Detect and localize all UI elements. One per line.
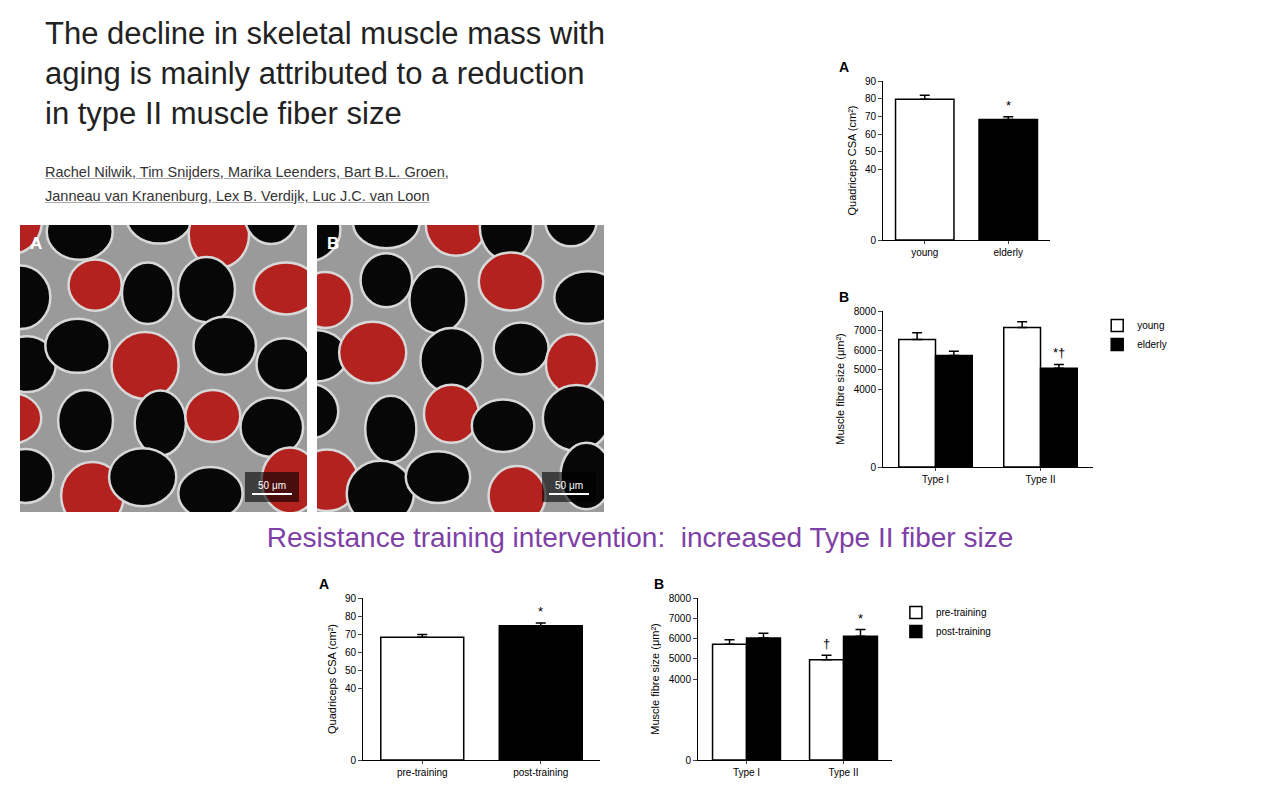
svg-text:50: 50	[865, 146, 877, 157]
svg-text:Type II: Type II	[828, 767, 858, 778]
svg-text:5000: 5000	[669, 653, 692, 664]
svg-text:pre-training: pre-training	[936, 607, 987, 618]
svg-text:young: young	[1137, 320, 1164, 331]
svg-text:0: 0	[350, 755, 356, 766]
svg-text:Muscle fibre size (μm²): Muscle fibre size (μm²)	[834, 333, 846, 444]
svg-text:*: *	[538, 604, 543, 619]
svg-text:Muscle fibre size (μm²): Muscle fibre size (μm²)	[649, 623, 661, 734]
html-text:Resistance training interventi: Resistance training intervention: increa…	[266, 522, 1014, 553]
svg-text:0: 0	[685, 755, 691, 766]
svg-text:8000: 8000	[669, 593, 692, 604]
svg-text:5000: 5000	[854, 364, 877, 375]
svg-text:*†: *†	[1053, 345, 1065, 360]
svg-text:B: B	[839, 289, 849, 305]
svg-text:60: 60	[865, 129, 877, 140]
svg-text:80: 80	[345, 611, 357, 622]
svg-text:young: young	[911, 247, 938, 258]
html-text:The decline in skeletal muscle: The decline in skeletal muscle mass with…	[45, 16, 605, 131]
svg-text:post-training: post-training	[513, 767, 568, 778]
svg-text:6000: 6000	[854, 345, 877, 356]
svg-text:*: *	[1006, 98, 1011, 113]
svg-text:A: A	[319, 576, 329, 592]
svg-text:Type I: Type I	[733, 767, 760, 778]
svg-text:6000: 6000	[669, 633, 692, 644]
svg-text:elderly: elderly	[994, 247, 1023, 258]
html-text:Rachel Nilwik, Tim Snijders, M: Rachel Nilwik, Tim Snijders, Marika Leen…	[45, 164, 449, 204]
svg-text:50: 50	[345, 665, 357, 676]
svg-text:Type II: Type II	[1025, 474, 1055, 485]
svg-text:*: *	[858, 611, 863, 626]
svg-text:50 μm: 50 μm	[258, 480, 286, 491]
svg-text:50 μm: 50 μm	[555, 480, 583, 491]
svg-text:pre-training: pre-training	[397, 767, 448, 778]
svg-text:40: 40	[865, 164, 877, 175]
svg-text:8000: 8000	[854, 306, 877, 317]
svg-text:4000: 4000	[854, 384, 877, 395]
svg-text:A: A	[30, 234, 42, 253]
svg-text:†: †	[823, 636, 830, 651]
svg-text:post-training: post-training	[936, 626, 991, 637]
svg-text:B: B	[327, 234, 339, 253]
svg-text:Type I: Type I	[922, 474, 949, 485]
svg-text:90: 90	[345, 593, 357, 604]
svg-text:70: 70	[865, 111, 877, 122]
svg-text:80: 80	[865, 93, 877, 104]
svg-text:4000: 4000	[669, 674, 692, 685]
svg-text:A: A	[839, 59, 849, 75]
svg-text:elderly: elderly	[1137, 339, 1166, 350]
svg-text:0: 0	[870, 235, 876, 246]
svg-text:70: 70	[345, 629, 357, 640]
svg-text:Quadriceps CSA (cm²): Quadriceps CSA (cm²)	[326, 624, 338, 734]
svg-text:7000: 7000	[854, 325, 877, 336]
svg-text:Quadriceps CSA (cm²): Quadriceps CSA (cm²)	[846, 105, 858, 215]
svg-text:7000: 7000	[669, 613, 692, 624]
svg-text:B: B	[654, 576, 664, 592]
svg-text:40: 40	[345, 683, 357, 694]
svg-text:60: 60	[345, 647, 357, 658]
svg-text:0: 0	[870, 462, 876, 473]
svg-text:90: 90	[865, 76, 877, 87]
